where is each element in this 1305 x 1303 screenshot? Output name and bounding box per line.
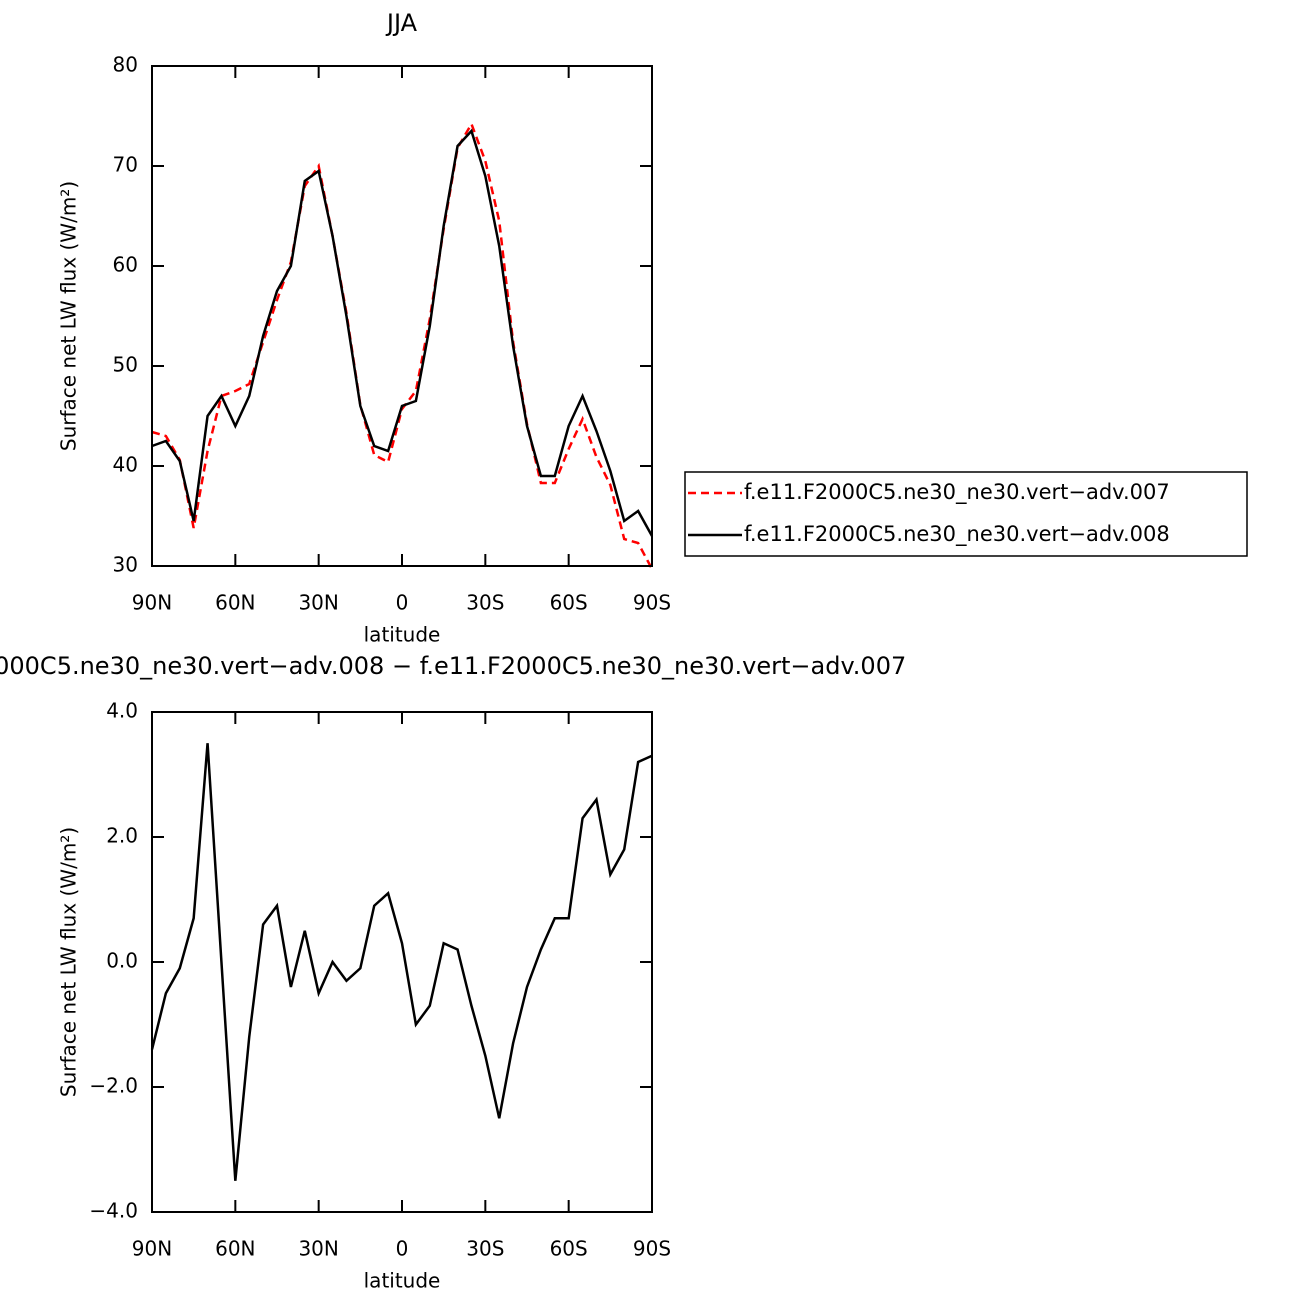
x-axis-label: latitude (364, 1269, 441, 1293)
x-tick-label: 60N (215, 1237, 255, 1261)
y-axis-label: Surface net LW flux (W/m²) (57, 827, 81, 1097)
x-tick-label: 90S (633, 591, 671, 615)
y-tick-label: 60 (113, 253, 138, 277)
x-tick-label: 90S (633, 1237, 671, 1261)
data-line (151, 121, 654, 570)
x-tick-label: 60S (550, 1237, 588, 1261)
plot-frame (151, 65, 653, 567)
x-tick-label: 90N (132, 591, 172, 615)
y-tick-label: −2.0 (89, 1074, 138, 1098)
y-tick-label: 70 (113, 153, 138, 177)
x-tick-label: 30S (466, 591, 504, 615)
x-tick-label: 60N (215, 591, 255, 615)
legend-label: f.e11.F2000C5.ne30_ne30.vert−adv.007 (744, 480, 1170, 505)
x-tick-label: 90N (132, 1237, 172, 1261)
data-line (151, 128, 654, 537)
y-tick-label: 30 (113, 553, 138, 577)
x-tick-label: 0 (396, 1237, 409, 1261)
y-tick-label: 80 (113, 53, 138, 77)
chart-title: JJA (385, 9, 418, 37)
legend-box (684, 471, 1248, 557)
data-line (150, 743, 653, 1181)
x-tick-label: 30S (466, 1237, 504, 1261)
y-tick-label: 4.0 (106, 699, 138, 723)
x-tick-label: 30N (298, 591, 338, 615)
chart-title: f.e11.F2000C5.ne30_ne30.vert−adv.008 − f… (0, 652, 906, 680)
y-axis-label: Surface net LW flux (W/m²) (57, 181, 81, 451)
y-tick-label: 40 (113, 453, 138, 477)
x-tick-label: 30N (298, 1237, 338, 1261)
x-tick-label: 0 (396, 591, 409, 615)
x-axis-label: latitude (364, 623, 441, 647)
legend-label: f.e11.F2000C5.ne30_ne30.vert−adv.008 (744, 522, 1170, 547)
x-tick-label: 60S (550, 591, 588, 615)
y-tick-label: 2.0 (106, 824, 138, 848)
y-tick-label: 0.0 (106, 949, 138, 973)
y-tick-label: 50 (113, 353, 138, 377)
y-tick-label: −4.0 (89, 1199, 138, 1223)
plot-frame (151, 711, 653, 1213)
